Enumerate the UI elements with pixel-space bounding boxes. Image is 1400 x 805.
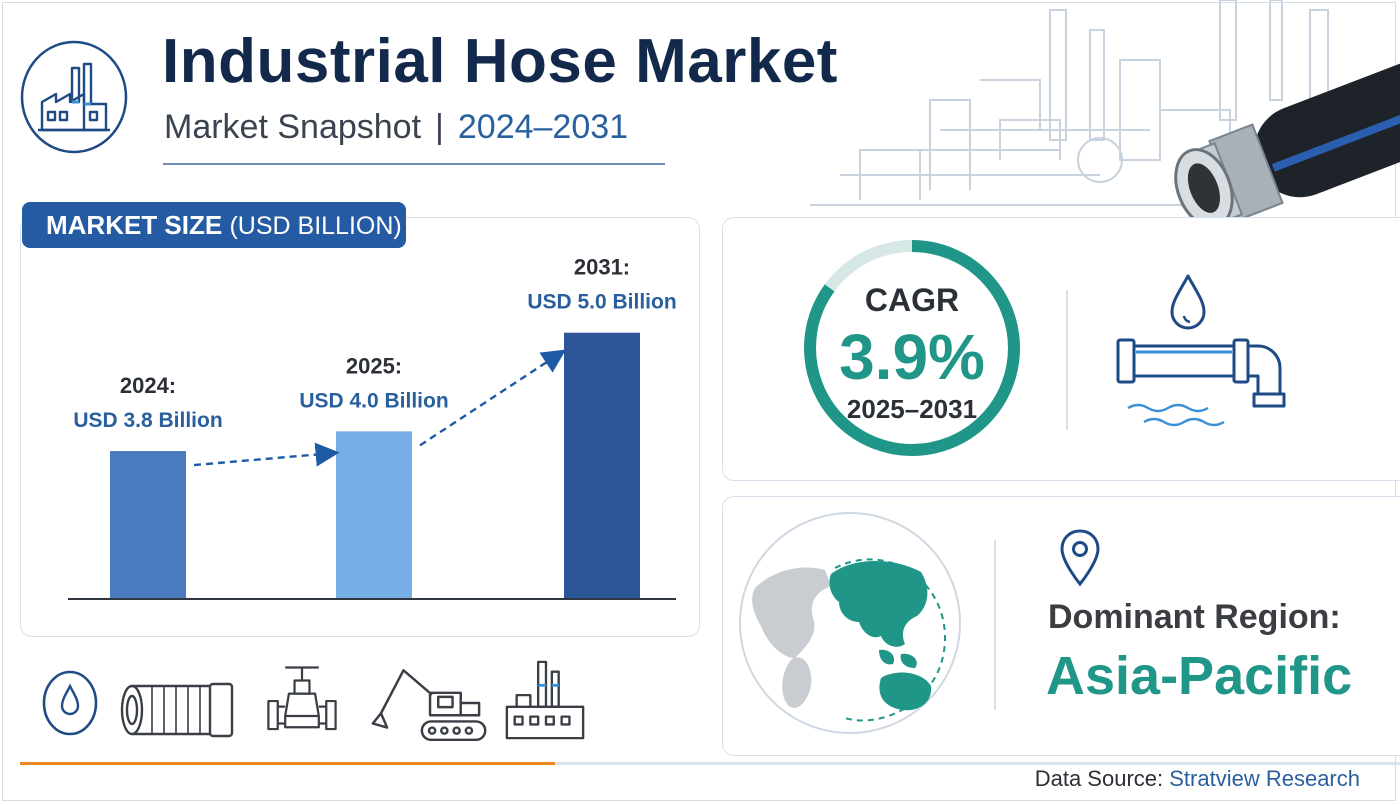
- factory-icon: [20, 40, 128, 154]
- cagr-panel: [722, 217, 1400, 481]
- title-underline: [163, 163, 665, 165]
- data-source-name: Stratview Research: [1169, 766, 1360, 791]
- bar-value-label: USD 5.0 Billion: [527, 291, 676, 314]
- market-size-badge-label: MARKET SIZE: [46, 210, 223, 240]
- bar-year-label: 2024:: [120, 373, 176, 398]
- growth-arrow: [419, 349, 567, 447]
- region-divider: [994, 540, 996, 710]
- page-title: Industrial Hose Market: [162, 27, 838, 96]
- cagr-value: 3.9%: [839, 321, 985, 393]
- bar-value-label: USD 3.8 Billion: [73, 409, 222, 432]
- market-size-badge: MARKET SIZE (USD BILLION): [22, 202, 406, 248]
- water-pipe-icon: [1116, 274, 1286, 427]
- footer-accent-line: [20, 762, 1400, 765]
- globe-map-illustration: [739, 512, 961, 734]
- hose-icon: [120, 682, 234, 738]
- bar-year-label: 2025:: [346, 353, 402, 378]
- subtitle-separator: |: [435, 108, 444, 146]
- factory-icon: [505, 660, 585, 740]
- dominant-region-value: Asia-Pacific: [1046, 646, 1353, 706]
- bar-value-label: USD 4.0 Billion: [299, 389, 448, 412]
- refinery-hose-illustration: [810, 0, 1400, 229]
- bar-year-label: 2031:: [574, 255, 630, 280]
- bar-2025: [336, 431, 412, 599]
- data-source: Data Source: Stratview Research: [1035, 766, 1360, 792]
- cagr-label: CAGR: [864, 282, 960, 318]
- dominant-region-label: Dominant Region:: [1048, 598, 1341, 636]
- excavator-icon: [371, 669, 487, 742]
- cagr-divider: [1066, 290, 1068, 430]
- growth-arrow: [193, 442, 340, 467]
- location-pin-icon: [1060, 529, 1100, 587]
- valve-icon: [267, 666, 337, 731]
- bar-2024: [110, 451, 186, 599]
- bar-2031: [564, 332, 640, 599]
- page-subtitle: Market Snapshot | 2024–2031: [164, 108, 628, 147]
- market-size-badge-unit: (USD BILLION): [229, 212, 402, 240]
- subtitle-label: Market Snapshot: [164, 108, 422, 146]
- data-source-label: Data Source:: [1034, 766, 1164, 791]
- cagr-period: 2025–2031: [846, 394, 978, 424]
- water-drop-icon: [42, 670, 98, 736]
- subtitle-years: 2024–2031: [457, 108, 629, 146]
- cagr-progress-ring: [804, 240, 1020, 456]
- market-size-bar-chart: 2024: USD 3.8 Billion 2025: USD 4.0 Billion…: [68, 255, 677, 600]
